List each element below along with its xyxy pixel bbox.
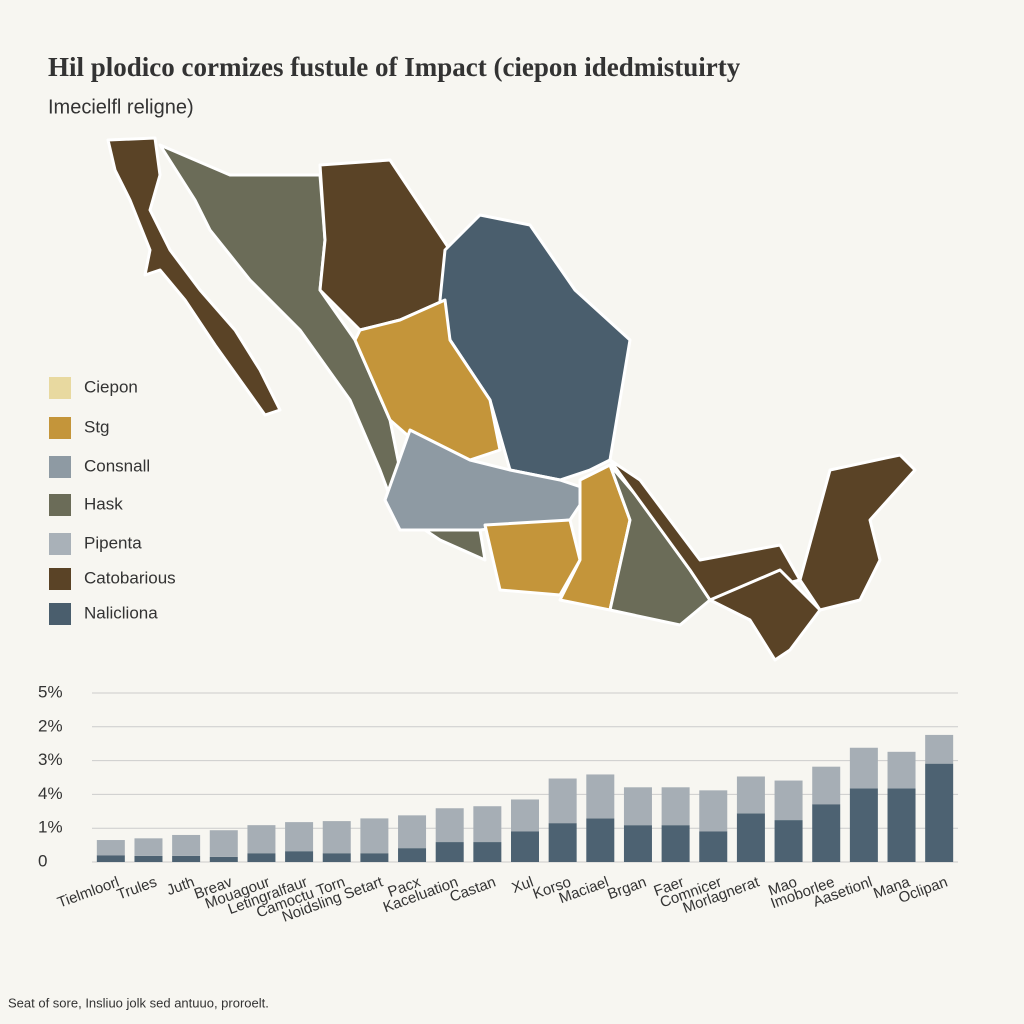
map-region xyxy=(106,136,282,417)
bar-segment xyxy=(774,820,803,862)
x-tick-label: Trules xyxy=(115,874,159,904)
bar-segment xyxy=(285,822,314,852)
bar-segment xyxy=(736,776,765,814)
subtitle: Imecielfl religne) xyxy=(48,96,194,118)
bar-segment xyxy=(623,787,652,826)
bar-segment xyxy=(849,747,878,789)
footnote: Seat of sore, Insliuo jolk sed antuuo, p… xyxy=(8,995,269,1010)
legend-label: Hask xyxy=(84,494,123,513)
y-tick-label: 4% xyxy=(38,784,63,803)
map-region xyxy=(483,518,582,597)
legend-swatch xyxy=(49,603,71,625)
map-region xyxy=(608,463,712,627)
map-region xyxy=(798,453,917,612)
y-tick-label: 1% xyxy=(38,818,63,837)
map-region xyxy=(318,158,452,332)
bar-segment xyxy=(812,804,841,862)
bar-segment xyxy=(209,856,238,862)
y-tick-label: 5% xyxy=(38,682,63,701)
map xyxy=(106,136,917,662)
legend-label: Consnall xyxy=(84,456,150,475)
legend-swatch xyxy=(49,494,71,516)
legend-swatch xyxy=(49,377,71,399)
bar-segment xyxy=(285,851,314,862)
bar-segment xyxy=(134,855,163,862)
bar-segment xyxy=(473,842,502,862)
bar-segment xyxy=(511,799,539,832)
bar-segment xyxy=(548,778,577,824)
map-region xyxy=(353,298,502,462)
legend-label: Ciepon xyxy=(84,377,138,396)
bar-segment xyxy=(925,734,954,764)
legend-swatch xyxy=(49,533,71,555)
bar-segment xyxy=(548,823,577,862)
x-tick-label: Tielmloorl xyxy=(55,874,121,912)
bar-segment xyxy=(511,831,539,862)
bar-segment xyxy=(172,855,201,862)
bar-segment xyxy=(435,808,464,843)
bar-segment xyxy=(736,813,765,862)
bar-segment xyxy=(623,825,652,862)
bar-segment xyxy=(247,825,276,854)
legend-label: Catobarious xyxy=(84,568,176,587)
bar-segment xyxy=(887,788,916,862)
bar-segment xyxy=(134,838,163,856)
bar-segment xyxy=(586,818,615,862)
bar-segment xyxy=(699,831,728,862)
bar-segment xyxy=(96,840,125,856)
legend-label: Stg xyxy=(84,417,110,436)
legend-label: Nalicliona xyxy=(84,603,158,622)
bar-segment xyxy=(699,790,728,832)
bar-segment xyxy=(398,815,427,849)
bar-segment xyxy=(398,848,427,862)
y-tick-label: 3% xyxy=(38,750,63,769)
legend: Ciepon Stg Consnall Hask Pipenta Catobarious N… xyxy=(49,377,176,625)
x-tick-label: Xul xyxy=(510,874,536,897)
map-region xyxy=(708,568,822,662)
bar-segment xyxy=(661,787,690,826)
bar-segment xyxy=(925,763,954,862)
legend-swatch xyxy=(49,417,71,439)
bar-segment xyxy=(435,842,464,862)
bar-segment xyxy=(774,780,803,821)
bar-segment xyxy=(887,751,916,789)
bar-segment xyxy=(849,788,878,862)
bar-segment xyxy=(172,834,201,856)
bar-segment xyxy=(661,825,690,862)
y-tick-label: 2% xyxy=(38,716,63,735)
y-tick-label: 0 xyxy=(38,851,47,870)
bar-segment xyxy=(96,855,125,862)
bar-segment xyxy=(247,853,276,862)
legend-swatch xyxy=(49,456,71,478)
title: Hil plodico cormizes fustule of Impact (… xyxy=(48,52,741,82)
bar-segment xyxy=(473,806,502,843)
bar-segment xyxy=(322,853,351,862)
legend-swatch xyxy=(49,568,71,590)
bar-segment xyxy=(812,766,841,805)
bar-segment xyxy=(209,830,238,857)
bar-segment xyxy=(360,818,389,854)
bar-segment xyxy=(586,774,615,819)
bar-segment xyxy=(360,853,389,862)
x-tick-label: Brgan xyxy=(605,874,648,904)
legend-label: Pipenta xyxy=(84,533,142,552)
bar-segment xyxy=(322,821,351,854)
